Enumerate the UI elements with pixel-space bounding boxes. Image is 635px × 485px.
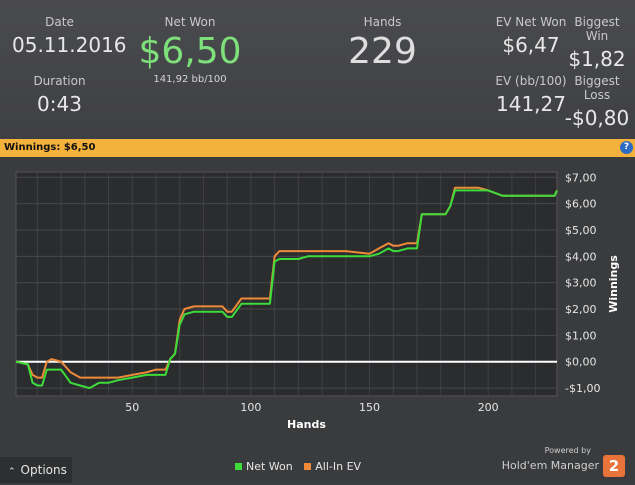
net-won-line	[15, 189, 558, 390]
hands-stat: Hands 229	[330, 15, 435, 72]
ev-net-won-label: EV Net Won	[495, 15, 567, 29]
legend-net-won-label: Net Won	[246, 460, 293, 473]
biggest-loss-label: Biggest Loss	[574, 74, 620, 102]
date-stat: Date 05.11.2016	[12, 15, 127, 57]
duration-stat: Duration 0:43	[12, 74, 107, 116]
duration-label: Duration	[33, 74, 86, 88]
net-won-bb100: 141,92 bb/100	[153, 74, 227, 85]
biggest-win-stat: Biggest Win $1,82	[563, 15, 631, 71]
chart-legend: Net Won All-In EV	[235, 460, 361, 473]
y-tick-label: $2,00	[565, 303, 597, 316]
biggest-win-value: $1,82	[568, 47, 626, 71]
net-won-swatch	[235, 463, 242, 470]
net-won-label: Net Won	[164, 15, 216, 29]
all-in-ev-swatch	[304, 463, 312, 470]
y-tick-label: $7,00	[565, 171, 597, 184]
stats-panel: Date 05.11.2016 Duration 0:43 Net Won $6…	[0, 0, 635, 139]
winnings-chart: -$1,00 $0,00 $1,00 $2,00 $3,00 $4,00 $5,00 $6,0…	[15, 171, 620, 431]
duration-value: 0:43	[37, 92, 82, 116]
plot-background	[15, 171, 558, 397]
brand-logo: Powered by Hold'em Manager 2	[502, 446, 625, 477]
help-icon[interactable]: ?	[620, 141, 633, 154]
y-tick-label: $1,00	[565, 329, 597, 342]
ev-bb100-label: EV (bb/100)	[495, 74, 567, 88]
chevron-up-icon: ⌃	[8, 467, 16, 477]
biggest-loss-stat: Biggest Loss -$0,80	[563, 74, 631, 130]
date-label: Date	[45, 15, 74, 29]
chart-area: -$1,00 $0,00 $1,00 $2,00 $3,00 $4,00 $5,00 $6,0…	[0, 157, 635, 483]
legend-all-in-ev-label: All-In EV	[315, 460, 362, 473]
brand-name: Hold'em Manager	[501, 459, 599, 472]
winnings-banner: Winnings: $6,50 ?	[0, 139, 635, 157]
options-button[interactable]: ⌃ Options	[0, 457, 72, 483]
x-tick-label: 100	[240, 401, 261, 414]
ev-bb100-stat: EV (bb/100) 141,27	[494, 74, 568, 116]
legend-item-all-in-ev[interactable]: All-In EV	[304, 460, 361, 473]
hm2-logo-icon: 2	[603, 455, 625, 477]
winnings-title: Winnings: $6,50	[4, 142, 96, 153]
net-won-stat: Net Won $6,50 141,92 bb/100	[130, 15, 250, 85]
ev-bb100-value: 141,27	[496, 92, 566, 116]
biggest-loss-value: -$0,80	[564, 106, 630, 130]
hands-label: Hands	[363, 15, 402, 29]
y-tick-label: -$1,00	[565, 382, 600, 395]
options-label: Options	[20, 463, 67, 477]
x-tick-label: 50	[125, 401, 139, 414]
hands-value: 229	[348, 31, 417, 72]
y-tick-label: $4,00	[565, 250, 597, 263]
ev-net-won-stat: EV Net Won $6,47	[494, 15, 568, 57]
ev-net-won-value: $6,47	[502, 33, 560, 57]
biggest-win-label: Biggest Win	[574, 15, 620, 43]
y-axis-label: Winnings	[607, 255, 620, 313]
y-tick-label: $5,00	[565, 224, 597, 237]
y-tick-label: $3,00	[565, 277, 597, 290]
x-tick-label: 150	[359, 401, 380, 414]
x-axis-label: Hands	[287, 418, 326, 431]
y-tick-label: $0,00	[565, 356, 597, 369]
date-value: 05.11.2016	[12, 33, 127, 57]
x-tick-label: 200	[478, 401, 499, 414]
y-tick-label: $6,00	[565, 198, 597, 211]
legend-item-net-won[interactable]: Net Won	[235, 460, 293, 473]
net-won-value: $6,50	[138, 31, 242, 72]
powered-by-text: Powered by	[544, 446, 591, 455]
